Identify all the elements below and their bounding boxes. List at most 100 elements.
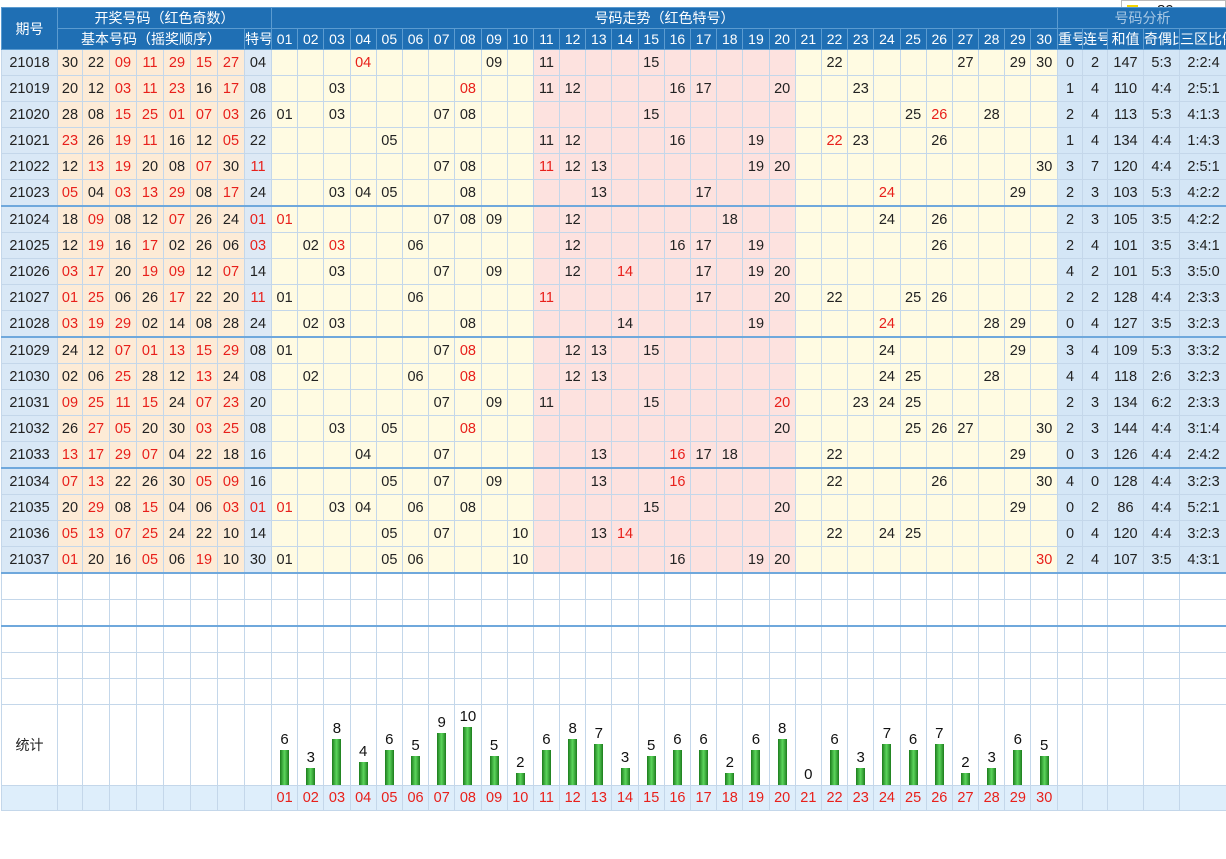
basic-number-cell: 01 [57, 284, 83, 311]
empty-cell [768, 625, 796, 653]
trend-cell [559, 284, 587, 311]
trend-cell [1004, 467, 1032, 495]
empty-cell [375, 625, 403, 653]
trend-cell [873, 153, 901, 180]
basic-number-cell: 26 [57, 415, 83, 442]
trend-cell [349, 336, 377, 364]
empty-cell [978, 678, 1006, 705]
trend-cell [768, 49, 796, 76]
trend-cell [637, 441, 665, 469]
basic-number-cell: 04 [82, 179, 110, 207]
trend-cell [480, 101, 508, 128]
trend-hit-cell: 06 [401, 232, 430, 259]
footer-number-row: 01 02 03 04 05 06 07 08 09 10 11 12 13 14 15 16 17 18 19 20… [1, 785, 1226, 811]
empty-cell [1057, 678, 1083, 705]
trend-cell [978, 415, 1006, 442]
trend-cell [401, 127, 430, 154]
trend-cell [794, 205, 822, 233]
trend-cell [847, 179, 875, 207]
empty-cell [136, 625, 164, 653]
sum-cell: 120 [1107, 520, 1144, 547]
empty-row [1, 572, 1226, 600]
empty-cell [428, 652, 456, 679]
draw-row: 21018 30 22 09 11 29 15 27 04 04 09 11 15 22 27 29 30 0 2 1… [1, 49, 1226, 76]
trend-cell [506, 127, 534, 154]
trend-cell [611, 101, 639, 128]
empty-cell [57, 678, 83, 705]
stat-bar-cell: 3 [297, 704, 325, 786]
empty-cell [559, 625, 587, 653]
trend-cell [559, 49, 587, 76]
basic-number-cell: 19 [82, 232, 110, 259]
empty-cell [899, 599, 927, 627]
empty-cell [847, 652, 875, 679]
trend-hit-cell: 04 [349, 494, 377, 521]
empty-cell [1143, 704, 1180, 786]
trend-cell [349, 258, 377, 285]
basic-number-cell: 08 [190, 310, 218, 338]
trend-cell [428, 494, 456, 521]
trend-cell [480, 179, 508, 207]
trend-cell [873, 546, 901, 574]
stat-bar-wrap: 6 [822, 706, 846, 785]
trend-cell [506, 389, 534, 416]
special-number-cell: 11 [244, 284, 272, 311]
empty-cell [217, 652, 245, 679]
empty-cell [1, 625, 58, 653]
trend-cell [480, 127, 508, 154]
trend-cell [820, 75, 849, 102]
trend-cell [899, 153, 927, 180]
trend-cell [428, 179, 456, 207]
stat-bar [751, 750, 761, 785]
trend-cell [1004, 75, 1032, 102]
empty-cell [1004, 572, 1032, 600]
trend-cell [611, 363, 639, 390]
trend-cell [375, 336, 403, 364]
zone-ratio-cell: 2:3:3 [1178, 284, 1226, 311]
empty-cell [1107, 704, 1144, 786]
trend-cell [794, 232, 822, 259]
trend-cell [637, 284, 665, 311]
empty-cell [297, 599, 325, 627]
odd-even-ratio-cell: 3:5 [1143, 310, 1180, 338]
draw-row: 21024 18 09 08 12 07 26 24 01 01 07 08 09 12 18 24 26 2 3 1… [1, 205, 1226, 233]
trend-cell [270, 520, 299, 547]
trend-col-header: 12 [559, 28, 587, 50]
sum-cell: 103 [1107, 179, 1144, 207]
trend-cell [951, 363, 980, 390]
trend-col-header: 16 [663, 28, 692, 50]
trend-cell [401, 520, 430, 547]
trend-cell [873, 258, 901, 285]
trend-cell [742, 205, 770, 233]
odd-even-ratio-cell: 5:3 [1143, 179, 1180, 207]
sum-cell: 107 [1107, 546, 1144, 574]
stat-value: 5 [1040, 737, 1049, 754]
special-number-cell: 20 [244, 389, 272, 416]
empty-cell [244, 704, 272, 786]
trend-cell [794, 441, 822, 469]
analysis-col-header: 和值 [1107, 28, 1144, 50]
odd-even-ratio-cell: 5:3 [1143, 101, 1180, 128]
consecutive-count-cell: 2 [1082, 258, 1108, 285]
basic-number-cell: 28 [136, 363, 164, 390]
trend-hit-cell: 08 [454, 415, 482, 442]
trend-cell [480, 441, 508, 469]
trend-cell [951, 441, 980, 469]
trend-cell [428, 49, 456, 76]
empty-cell [349, 572, 377, 600]
basic-number-cell: 25 [136, 101, 164, 128]
trend-cell [611, 232, 639, 259]
draw-row: 21036 05 13 07 25 24 22 10 14 05 07 10 13 14 22 24 25 0 4 1… [1, 520, 1226, 547]
odd-even-ratio-cell: 3:5 [1143, 205, 1180, 233]
trend-hit-cell: 24 [873, 336, 901, 364]
trend-cell [349, 546, 377, 574]
empty-cell [847, 625, 875, 653]
trend-cell [820, 494, 849, 521]
trend-cell [375, 205, 403, 233]
trend-hit-cell: 24 [873, 205, 901, 233]
trend-cell [480, 494, 508, 521]
trend-cell [951, 520, 980, 547]
empty-cell [611, 625, 639, 653]
special-number-cell: 01 [244, 494, 272, 521]
trend-hit-cell: 17 [689, 179, 718, 207]
